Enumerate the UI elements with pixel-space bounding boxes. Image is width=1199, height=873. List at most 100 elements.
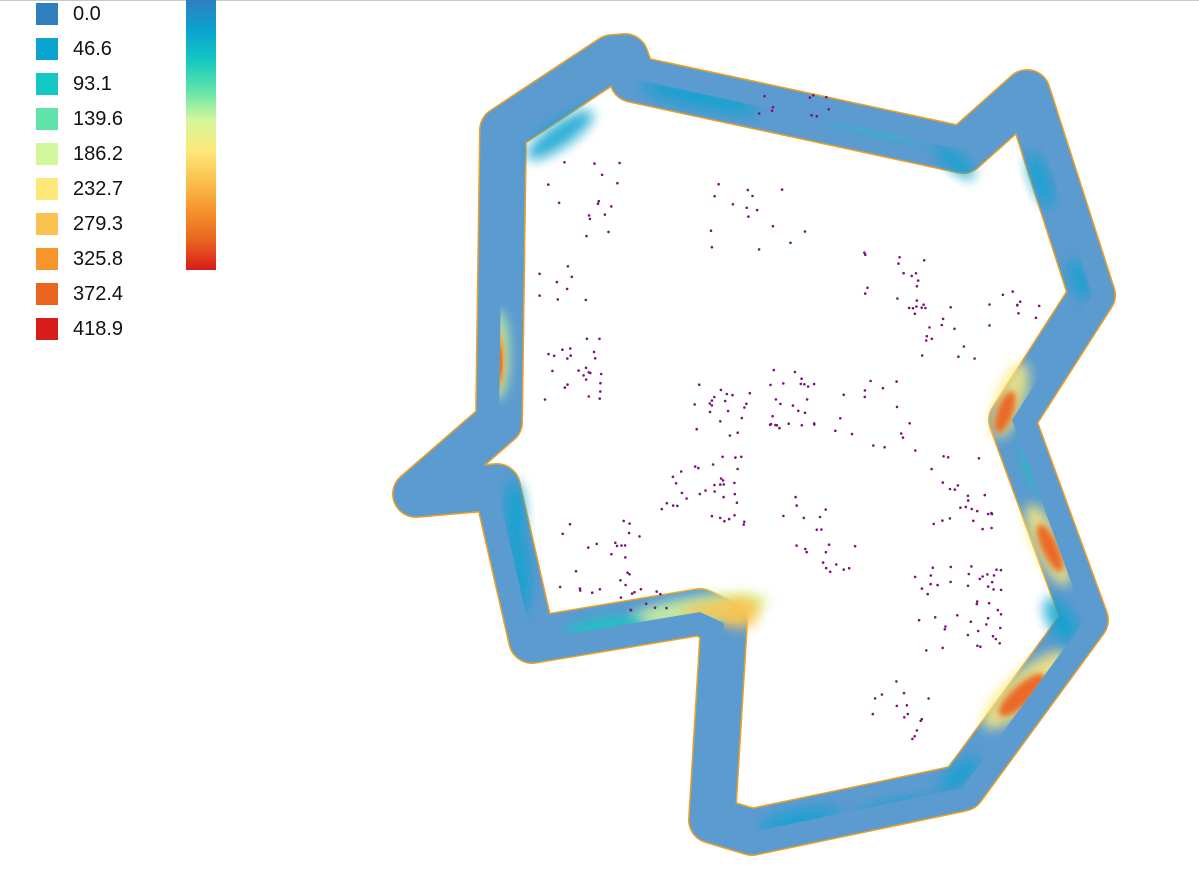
event-point [557,201,561,205]
event-point [933,616,937,619]
legend-swatch [36,318,58,340]
event-point [988,303,991,306]
event-point [949,565,953,569]
event-point [566,265,570,268]
event-point [895,380,898,383]
event-point [873,697,877,700]
legend-swatch [36,143,58,165]
event-point [584,298,588,302]
hotspot [935,144,975,180]
event-point [872,444,875,447]
event-point [895,680,898,683]
event-point [936,583,939,587]
event-point [627,531,631,535]
event-point [713,395,716,399]
event-point [748,391,752,395]
event-point [743,406,746,409]
event-point [992,588,995,591]
event-point [599,372,603,376]
event-point [584,366,588,370]
event-point [975,600,979,603]
hotspot [1069,259,1091,301]
event-point [708,402,712,405]
event-point [863,292,867,295]
event-point [927,697,930,700]
event-point [569,354,572,357]
event-point [903,716,906,719]
legend-item: 46.6 [36,36,196,62]
event-point [709,229,713,232]
event-point [808,96,812,99]
event-point [587,395,591,398]
legend-item: 139.6 [36,106,196,132]
event-point [813,423,816,426]
event-point [547,352,550,356]
event-point [722,495,725,499]
event-point [986,585,990,588]
event-point [704,489,707,492]
event-point [881,386,885,390]
legend-item: 232.7 [36,176,196,202]
hotspot [505,480,525,560]
event-point [842,568,845,571]
event-point [710,399,714,402]
event-point [769,422,773,426]
event-point [928,326,931,329]
event-point [920,306,923,310]
event-point [941,481,945,484]
event-point [977,457,981,460]
event-point [825,95,828,99]
event-point [628,522,631,525]
event-point [962,345,966,348]
hotspot [641,82,759,114]
event-point [821,561,825,564]
event-point [986,573,989,576]
event-point [713,483,716,487]
legend-label: 372.4 [73,283,124,305]
event-point [797,409,800,413]
event-point [719,420,722,423]
event-point [828,570,832,574]
event-point [598,588,602,591]
event-point [948,487,952,491]
event-point [695,427,698,431]
event-point [922,259,926,262]
event-point [713,194,716,198]
legend-swatch [36,38,58,60]
event-point [614,541,617,545]
event-point [1018,300,1022,304]
event-point [610,552,613,556]
event-point [983,493,987,497]
event-point [745,206,748,210]
event-point [930,467,933,471]
event-point [827,108,830,111]
event-point [629,608,632,612]
event-point [665,501,669,505]
event-point [782,382,785,385]
event-point [592,350,596,354]
event-point [584,378,588,381]
event-point [913,575,917,579]
event-point [710,514,714,518]
event-point [746,188,750,192]
event-point [624,583,627,587]
event-point [723,399,727,403]
event-point [772,368,776,372]
event-point [834,429,837,433]
event-point [600,173,604,177]
legend-label: 0.0 [73,3,101,25]
event-point [920,587,924,590]
event-point [1016,303,1019,307]
event-point [925,334,929,338]
event-point [665,606,668,610]
top-border [0,0,1199,1]
event-point [697,466,700,470]
event-point [789,241,792,245]
event-point [1037,304,1041,308]
event-point [757,112,761,115]
legend-item: 372.4 [36,281,196,307]
event-point [628,573,631,576]
event-point [721,455,724,459]
event-point [973,357,976,360]
event-point [946,456,950,459]
